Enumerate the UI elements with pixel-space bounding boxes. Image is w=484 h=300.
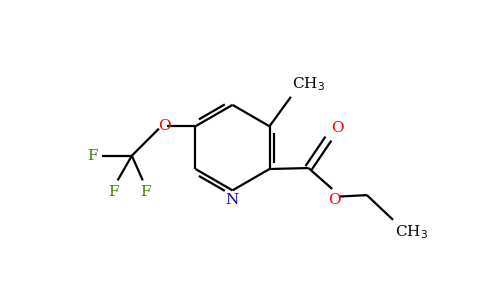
Text: F: F xyxy=(87,149,98,163)
Text: O: O xyxy=(328,193,341,207)
Text: F: F xyxy=(140,185,151,199)
Text: F: F xyxy=(108,185,119,199)
Text: CH$_3$: CH$_3$ xyxy=(292,75,325,93)
Text: O: O xyxy=(331,121,344,135)
Text: O: O xyxy=(158,119,170,133)
Text: CH$_3$: CH$_3$ xyxy=(395,224,428,241)
Text: N: N xyxy=(225,193,238,207)
